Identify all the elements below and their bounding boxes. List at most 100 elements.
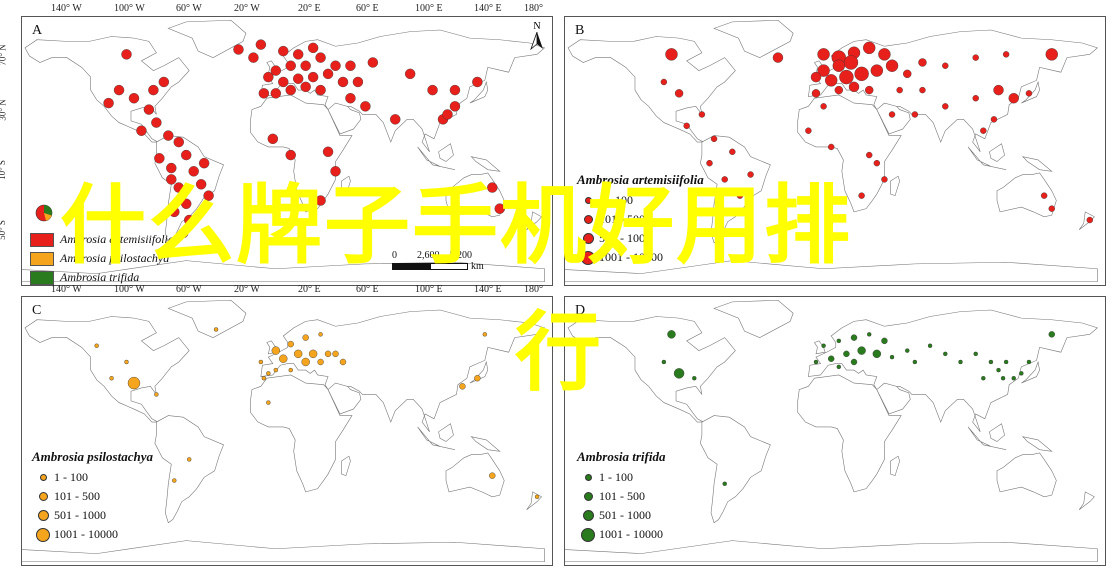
occurrence-point <box>278 45 289 57</box>
scale-bar: 0 2,600 5,200 km <box>392 250 484 272</box>
occurrence-point <box>661 359 667 365</box>
landmass <box>341 455 351 477</box>
occurrence-point <box>494 203 505 214</box>
longitude-tick-label: 20° E <box>298 3 321 14</box>
world-map-d <box>565 299 1098 563</box>
legend-class-label: 501 - 1000 <box>599 508 651 522</box>
landmass <box>565 540 1098 563</box>
legend-class-label: 1001 - 10000 <box>599 527 663 541</box>
occurrence-point <box>143 104 155 115</box>
landmass <box>814 340 826 355</box>
occurrence-point <box>127 376 141 390</box>
landmass <box>700 415 771 524</box>
occurrence-point <box>905 348 910 353</box>
scale-label-0: 0 <box>392 250 397 261</box>
north-arrow-icon <box>530 31 543 51</box>
occurrence-point <box>1025 90 1033 97</box>
map-panel-d: D Ambrosia trifida 1 - 100 101 - 500 501… <box>564 296 1106 566</box>
occurrence-point <box>233 44 244 55</box>
landmass <box>876 382 911 415</box>
landmass <box>996 452 1057 498</box>
latitude-tick-label: 50° S <box>0 220 7 240</box>
legend-row-artemisiifolia: Ambrosia artemisiifolia <box>30 230 174 249</box>
occurrence-point <box>330 166 341 177</box>
landmass <box>417 146 456 170</box>
occurrence-point <box>267 133 279 145</box>
occurrence-point <box>293 349 303 359</box>
occurrence-point <box>817 64 830 77</box>
legend-label: Ambrosia psilostachya <box>60 251 170 265</box>
occurrence-point <box>285 60 296 71</box>
occurrence-point <box>881 176 888 183</box>
landmass <box>167 19 247 58</box>
latitude-tick-label: 10° S <box>0 160 7 180</box>
occurrence-point <box>187 457 192 462</box>
occurrence-point <box>660 78 668 86</box>
longitude-tick-label: 140° E <box>474 3 502 14</box>
occurrence-point <box>271 346 281 355</box>
occurrence-point <box>315 84 326 96</box>
landmass <box>154 415 224 524</box>
landmass <box>700 135 771 244</box>
legend-class-label: 101 - 500 <box>54 489 100 503</box>
occurrence-point <box>1048 331 1055 338</box>
occurrence-point <box>896 86 903 94</box>
longitude-tick-label: 100° W <box>114 284 145 295</box>
legend-row-trifida: Ambrosia trifida <box>30 268 174 285</box>
occurrence-point <box>121 49 132 60</box>
occurrence-point <box>345 60 356 71</box>
legend-swatch-red <box>30 232 54 247</box>
occurrence-point <box>821 343 826 348</box>
legend-title: Ambrosia artemisiifolia <box>577 172 704 187</box>
occurrence-point <box>173 136 184 148</box>
occurrence-point <box>881 337 888 345</box>
landmass <box>713 299 794 338</box>
occurrence-point <box>318 332 323 337</box>
occurrence-point <box>972 95 979 102</box>
occurrence-point <box>449 101 461 112</box>
landmass <box>890 455 900 477</box>
occurrence-point <box>843 55 859 70</box>
occurrence-point <box>848 81 860 93</box>
occurrence-point <box>857 346 866 355</box>
occurrence-point <box>404 68 416 80</box>
occurrence-point <box>181 149 192 161</box>
occurrence-point <box>918 58 927 67</box>
map-panel-b: B Ambrosia artemisiifolia 1 - 100 101 - … <box>564 16 1106 286</box>
occurrence-point <box>927 343 933 348</box>
occurrence-point <box>270 65 282 76</box>
occurrence-point <box>94 343 99 348</box>
legend-label: Ambrosia trifida <box>60 270 140 284</box>
longitude-tick-label: 140° W <box>51 284 82 295</box>
longitude-tick-label: 60° W <box>176 3 202 14</box>
occurrence-point <box>1008 93 1019 104</box>
occurrence-point <box>279 354 288 363</box>
occurrence-point <box>850 334 858 341</box>
occurrence-point <box>315 195 326 206</box>
legend-class-1: 1 - 100 <box>577 191 704 210</box>
occurrence-point <box>912 359 918 365</box>
occurrence-point <box>472 76 483 88</box>
occurrence-point <box>166 162 177 174</box>
occurrence-point <box>706 159 713 167</box>
map-panel-c: C Ambrosia psilostachya 1 - 100 101 - 50… <box>21 296 553 566</box>
occurrence-point <box>942 103 949 110</box>
occurrence-point <box>198 157 210 169</box>
legend-class-1: 1 - 100 <box>577 468 666 487</box>
occurrence-point <box>981 376 986 381</box>
occurrence-point <box>278 76 289 88</box>
occurrence-point <box>827 355 835 362</box>
occurrence-point <box>534 494 540 499</box>
map-panel-a: A N Ambrosia artemisiifolia Ambrosia psi… <box>21 16 553 286</box>
occurrence-point <box>324 350 332 358</box>
occurrence-point <box>943 351 948 357</box>
longitude-tick-label: 60° E <box>356 284 379 295</box>
landmass <box>567 316 736 423</box>
legend-class-4: 1001 - 10000 <box>32 525 153 544</box>
occurrence-point <box>817 48 830 61</box>
occurrence-point <box>255 39 267 50</box>
occurrence-point <box>834 85 844 95</box>
legend-class-label: 1001 - 10000 <box>54 527 118 541</box>
occurrence-point <box>878 48 891 61</box>
legend-class-label: 101 - 500 <box>599 212 645 226</box>
